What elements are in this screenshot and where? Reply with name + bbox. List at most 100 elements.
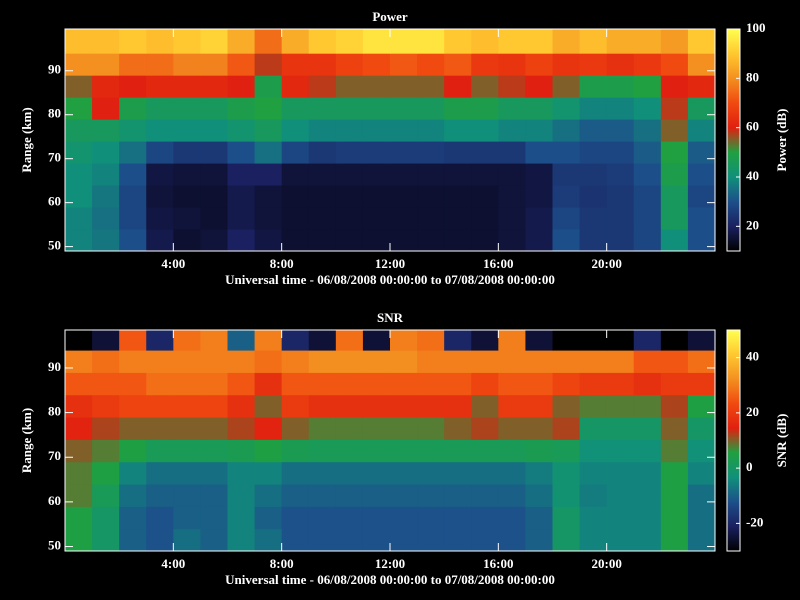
heat-cell: [362, 528, 391, 552]
heat-cell: [281, 461, 310, 485]
heat-cell: [92, 53, 120, 76]
heat-cell: [335, 207, 364, 230]
heat-cell: [362, 53, 391, 76]
heat-cell: [362, 417, 391, 440]
heat-cell: [498, 330, 526, 351]
heat-cell: [660, 372, 689, 396]
heat-cell: [65, 141, 93, 164]
heat-cell: [335, 461, 364, 485]
heat-cell: [498, 141, 526, 164]
heat-cell: [471, 119, 499, 142]
heat-cell: [471, 29, 499, 54]
heat-cell: [471, 141, 499, 164]
heat-cell: [471, 439, 499, 463]
heat-cell: [687, 75, 716, 98]
heat-cell: [146, 506, 174, 530]
heat-cell: [308, 75, 337, 98]
heat-cell: [119, 53, 147, 76]
heat-cell: [633, 163, 662, 186]
heat-cell: [200, 229, 228, 252]
heat-cell: [444, 119, 472, 142]
heat-cell: [444, 461, 472, 485]
heat-cell: [173, 207, 201, 230]
y-axis-label: Range (km): [19, 107, 34, 172]
heat-cell: [362, 119, 391, 142]
heat-cell: [606, 207, 635, 230]
heat-cell: [552, 330, 581, 351]
heat-cell: [92, 75, 120, 98]
heat-cell: [65, 394, 93, 418]
heat-cell: [227, 185, 256, 208]
heat-cell: [281, 350, 310, 373]
heat-cell: [687, 528, 716, 552]
heat-cell: [92, 350, 120, 373]
heat-cell: [390, 506, 418, 530]
heat-cell: [362, 163, 391, 186]
heat-cell: [254, 484, 283, 507]
heat-cell: [362, 394, 391, 418]
heat-cell: [92, 141, 120, 164]
heat-cell: [308, 185, 337, 208]
heat-cell: [200, 141, 228, 164]
heat-cell: [173, 461, 201, 485]
x-tick-label: 20:00: [591, 256, 621, 271]
heat-cell: [362, 229, 391, 252]
heat-cell: [606, 97, 635, 120]
heat-cell: [525, 53, 553, 76]
x-axis-label: Universal time - 06/08/2008 00:00:00 to …: [225, 572, 555, 587]
heat-cell: [254, 207, 283, 230]
heat-cell: [579, 439, 608, 463]
heat-cell: [606, 484, 635, 507]
heat-cell: [227, 207, 256, 230]
heat-cell: [444, 97, 472, 120]
heat-cell: [65, 528, 93, 552]
heat-cell: [254, 439, 283, 463]
heat-cell: [525, 439, 553, 463]
x-axis-label: Universal time - 06/08/2008 00:00:00 to …: [225, 272, 555, 287]
heat-cell: [687, 394, 716, 418]
y-tick-label: 80: [48, 106, 61, 121]
heat-cell: [660, 119, 689, 142]
heat-cell: [227, 53, 256, 76]
heat-cell: [498, 229, 526, 252]
heat-cell: [254, 185, 283, 208]
heat-cell: [579, 141, 608, 164]
heat-cell: [471, 185, 499, 208]
heat-cell: [119, 439, 147, 463]
heat-cell: [660, 75, 689, 98]
heat-cell: [335, 29, 364, 54]
heat-cell: [552, 394, 581, 418]
heat-cell: [65, 53, 93, 76]
heat-cell: [281, 372, 310, 396]
y-tick-label: 50: [48, 538, 61, 553]
heat-cell: [65, 229, 93, 252]
heat-cell: [173, 185, 201, 208]
heat-cell: [552, 461, 581, 485]
heat-cell: [525, 528, 553, 552]
heat-cell: [471, 417, 499, 440]
heat-cell: [633, 506, 662, 530]
heat-cell: [308, 484, 337, 507]
heat-cell: [444, 484, 472, 507]
heat-cell: [65, 461, 93, 485]
heat-cell: [552, 417, 581, 440]
heat-cell: [254, 506, 283, 530]
heat-cell: [633, 185, 662, 208]
heat-cell: [525, 372, 553, 396]
heat-cell: [146, 141, 174, 164]
heat-cell: [687, 163, 716, 186]
heat-cell: [173, 417, 201, 440]
heat-cell: [200, 75, 228, 98]
heat-cell: [146, 185, 174, 208]
heat-cell: [606, 330, 635, 351]
heat-cell: [660, 528, 689, 552]
heat-cell: [525, 185, 553, 208]
heat-cell: [173, 439, 201, 463]
heat-cell: [633, 29, 662, 54]
heat-cell: [227, 484, 256, 507]
heat-cell: [65, 417, 93, 440]
heat-cell: [65, 163, 93, 186]
heat-cell: [444, 75, 472, 98]
heat-cell: [606, 372, 635, 396]
